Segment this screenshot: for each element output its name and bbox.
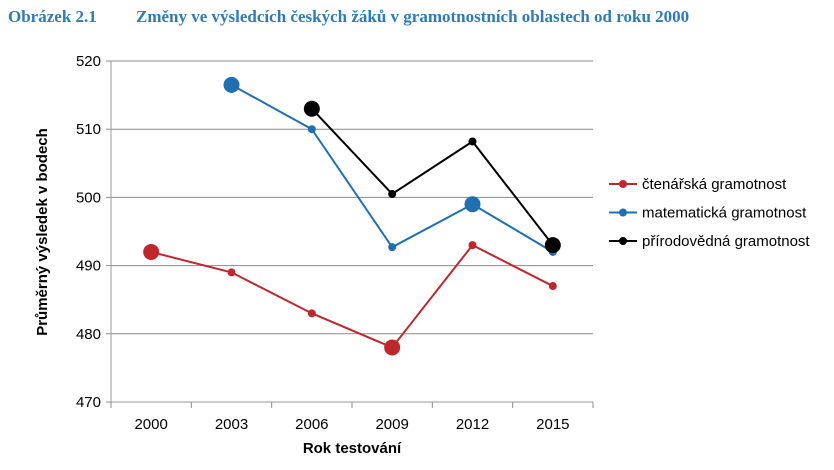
series-line xyxy=(231,83,554,253)
legend-label: přírodovědná gramotnost xyxy=(642,233,810,250)
data-point xyxy=(227,268,236,277)
data-point xyxy=(307,125,316,134)
y-axis-ticks: 470 480 490 500 510 520 xyxy=(76,53,111,411)
x-tick-label: 2012 xyxy=(456,416,489,433)
series-1 xyxy=(143,241,557,356)
x-tick-label: 2015 xyxy=(536,416,569,433)
x-axis-ticks: 2000 2003 2006 2009 2012 2015 xyxy=(110,402,594,433)
data-point-highlighted xyxy=(143,243,160,260)
x-tick-label: 2006 xyxy=(295,416,328,433)
y-axis-title: Průměrný výsledek v bodech xyxy=(34,128,51,336)
y-tick-label: 490 xyxy=(76,258,101,275)
y-tick-label: 520 xyxy=(76,53,101,70)
series-3 xyxy=(303,100,561,254)
data-point xyxy=(388,189,397,198)
y-tick-label: 500 xyxy=(76,189,101,206)
legend-item: čtenářská gramotnost xyxy=(609,176,787,193)
series-line xyxy=(150,243,554,349)
data-point xyxy=(388,243,397,252)
legend-marker xyxy=(619,208,627,217)
y-tick-label: 510 xyxy=(76,121,101,138)
legend: čtenářská gramotnost matematická gramotno… xyxy=(609,176,810,250)
y-tick-label: 480 xyxy=(76,326,101,343)
figure-header: Obrázek 2.1 Změny ve výsledcích českých ž… xyxy=(8,7,689,27)
legend-label: matematická gramotnost xyxy=(642,205,807,222)
legend-label: čtenářská gramotnost xyxy=(642,176,787,193)
x-tick-label: 2003 xyxy=(215,416,248,433)
x-tick-label: 2009 xyxy=(375,416,408,433)
legend-marker xyxy=(619,237,627,245)
series-group xyxy=(143,76,561,356)
x-axis-title: Rok testování xyxy=(303,440,402,457)
data-point-highlighted xyxy=(384,339,401,356)
figure-title: Změny ve výsledcích českých žáků v gramo… xyxy=(136,7,690,26)
series-2 xyxy=(223,76,557,256)
data-point-highlighted xyxy=(464,196,481,213)
data-point xyxy=(307,309,316,318)
legend-marker xyxy=(619,180,627,188)
data-point-highlighted xyxy=(223,76,240,93)
data-point xyxy=(548,282,557,291)
data-point-highlighted xyxy=(303,100,320,117)
figure-number: Obrázek 2.1 xyxy=(8,7,97,26)
series-line xyxy=(311,108,554,246)
y-tick-label: 470 xyxy=(76,394,101,411)
legend-item: přírodovědná gramotnost xyxy=(609,233,810,250)
data-point-highlighted xyxy=(544,237,561,254)
data-point xyxy=(468,137,477,146)
data-point xyxy=(468,241,477,250)
grid-lines xyxy=(111,60,593,335)
legend-item: matematická gramotnost xyxy=(609,205,807,222)
x-tick-label: 2000 xyxy=(134,416,167,433)
